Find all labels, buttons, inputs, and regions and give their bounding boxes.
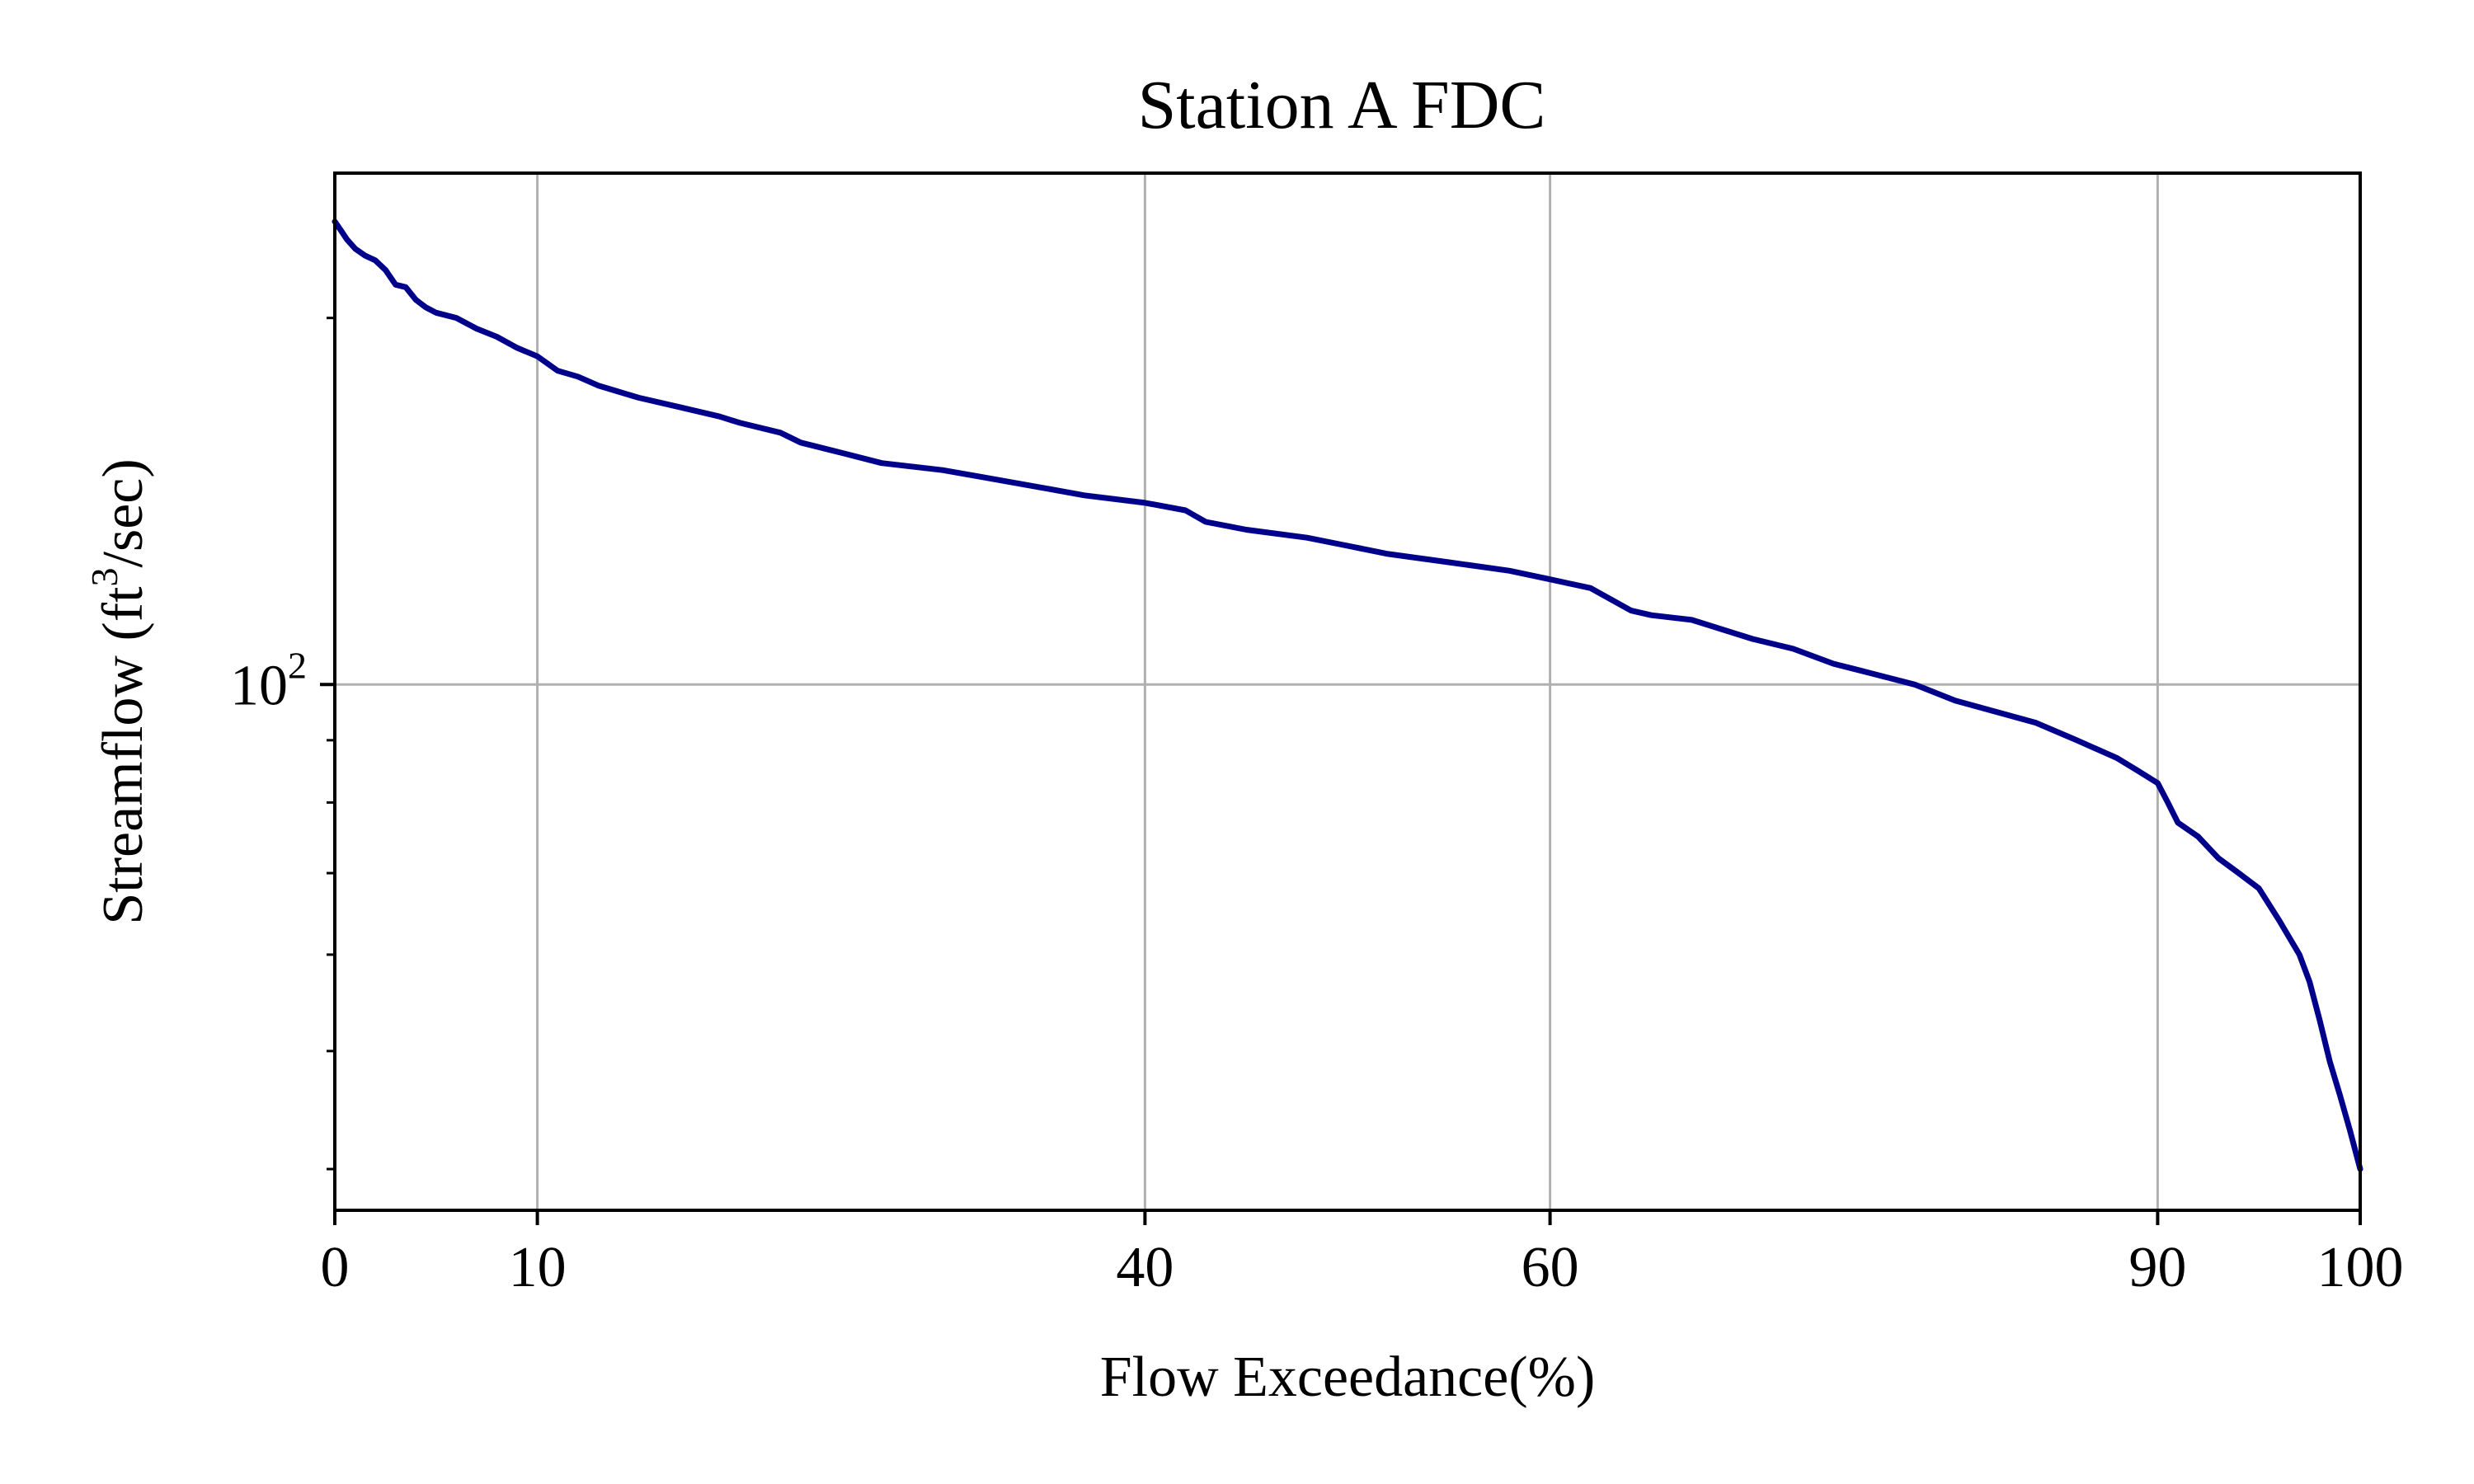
- y-axis-label-tail: /sec): [92, 458, 155, 567]
- x-tick-label: 90: [2128, 1236, 2186, 1299]
- x-tick-label: 10: [509, 1236, 567, 1299]
- series-line: [332, 218, 2363, 1172]
- y-tick-label: 102: [230, 644, 307, 717]
- y-ticks: 102: [230, 644, 335, 717]
- x-tick-label: 0: [321, 1236, 350, 1299]
- x-ticks: 0 10 40 60 90 100: [321, 1210, 2404, 1299]
- y-axis-label-main: Streamflow (ft: [92, 586, 155, 925]
- x-tick-label: 60: [1522, 1236, 1579, 1299]
- x-tick-label: 100: [2317, 1236, 2404, 1299]
- chart-title: Station A FDC: [1138, 67, 1546, 143]
- grid-lines: [335, 173, 2360, 1210]
- plot-frame: [333, 171, 2362, 1212]
- x-axis-label: Flow Exceedance(%): [1100, 1345, 1596, 1409]
- y-axis-label-superscript: 3: [83, 567, 125, 586]
- x-tick-label: 40: [1116, 1236, 1174, 1299]
- y-axis-label: Streamflow (ft3/sec): [83, 458, 155, 924]
